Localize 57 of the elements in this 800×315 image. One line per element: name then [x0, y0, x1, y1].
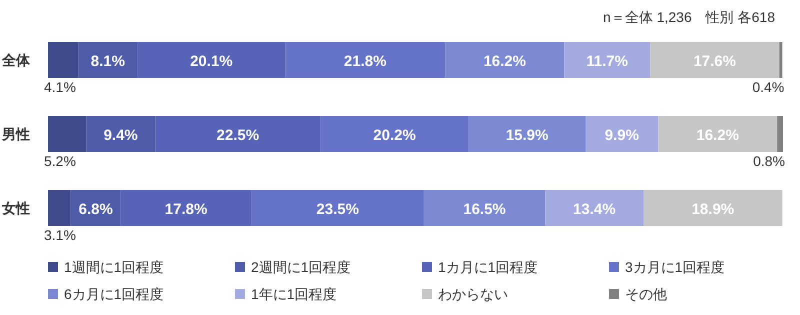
data-label: 20.2%	[373, 127, 416, 144]
data-label: 16.5%	[463, 201, 506, 218]
data-label: 17.8%	[164, 201, 208, 218]
y-tick-label: 男性	[1, 126, 30, 142]
bar	[78, 42, 138, 78]
data-label: 9.9%	[604, 127, 639, 144]
y-tick-label: 全体	[1, 52, 31, 68]
data-label: 18.9%	[692, 201, 734, 218]
data-label: 23.5%	[316, 201, 359, 218]
bar	[320, 116, 469, 152]
bar	[48, 42, 78, 78]
data-label: 8.1%	[90, 53, 125, 70]
bar	[777, 116, 783, 152]
data-label: 22.5%	[216, 127, 260, 144]
bar	[86, 116, 156, 152]
bar	[468, 116, 586, 152]
y-tick-label: 女性	[1, 200, 30, 216]
data-label: 21.8%	[344, 53, 386, 70]
bar	[48, 116, 86, 152]
data-label: 15.9%	[506, 127, 548, 144]
legend-label: わからない	[438, 286, 508, 302]
bar	[424, 190, 546, 226]
data-label: 16.2%	[696, 127, 739, 144]
bar	[650, 42, 780, 78]
bar	[138, 42, 286, 78]
bar	[445, 42, 564, 78]
data-label: 6.8%	[78, 201, 113, 218]
legend-label: 2週間に1回程度	[251, 259, 351, 275]
legend-label: 6カ月に1回程度	[64, 286, 164, 302]
bar	[643, 190, 782, 226]
data-label: 20.1%	[190, 53, 233, 70]
data-label: 17.6%	[693, 53, 736, 70]
bar	[285, 42, 446, 78]
legend-label: その他	[625, 286, 667, 302]
data-label: 9.4%	[104, 127, 138, 144]
data-label: 4.1%	[44, 79, 76, 95]
legend-label: 1年に1回程度	[251, 286, 337, 302]
bar	[48, 190, 71, 226]
data-label: 0.8%	[753, 153, 785, 169]
bar	[564, 42, 650, 78]
annotation: n＝全体 1,236 性別 各618	[603, 9, 776, 25]
bar	[545, 190, 644, 226]
legend-label: 1カ月に1回程度	[438, 259, 538, 275]
legend-label: 3カ月に1回程度	[625, 259, 725, 275]
bar	[585, 116, 658, 152]
bar	[155, 116, 320, 152]
bar	[120, 190, 252, 226]
data-label: 16.2%	[483, 53, 526, 70]
legend-label: 1週間に1回程度	[64, 259, 164, 275]
bar	[251, 190, 424, 226]
data-label: 0.4%	[752, 79, 784, 95]
data-label: 11.7%	[586, 53, 628, 70]
data-label: 13.4%	[573, 201, 616, 218]
data-label: 5.2%	[44, 153, 76, 169]
data-label: 3.1%	[44, 227, 76, 243]
bar	[779, 42, 782, 78]
bar	[658, 116, 778, 152]
